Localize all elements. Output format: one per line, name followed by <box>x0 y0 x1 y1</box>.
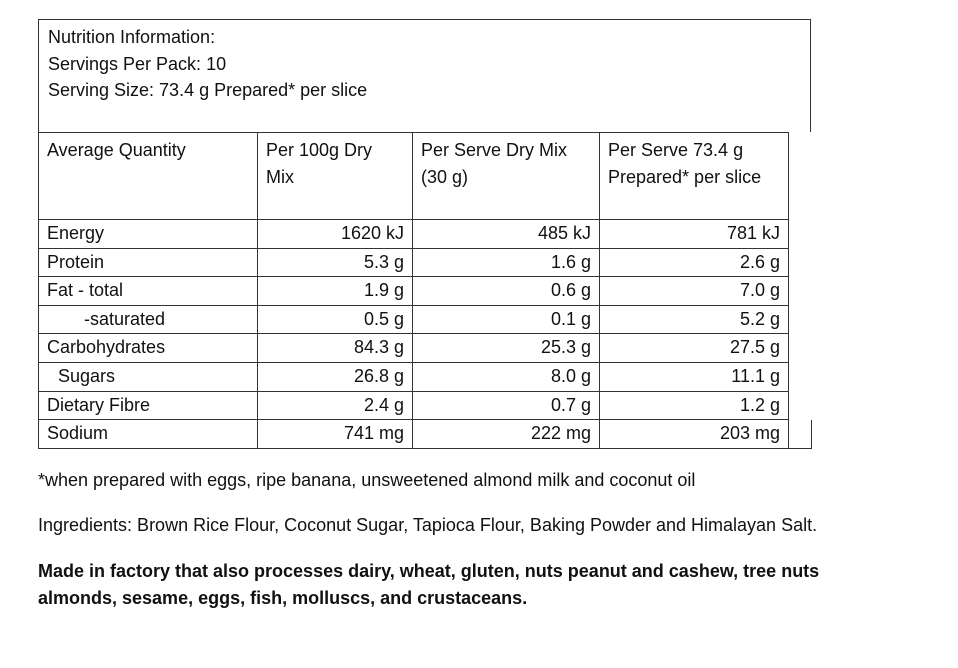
table-row: Sodium 741 mg 222 mg 203 mg <box>38 419 812 449</box>
cell-per-100g: 1.9 g <box>257 276 413 306</box>
column-header-per-100g: Per 100g Dry Mix <box>257 132 413 220</box>
nutrition-title: Nutrition Information: <box>48 27 216 47</box>
table-row: Energy 1620 kJ 485 kJ 781 kJ <box>38 219 812 249</box>
row-label: Dietary Fibre <box>38 390 258 421</box>
cell-per-serve-prepared: 203 mg <box>599 419 789 449</box>
cell-per-serve-prepared: 7.0 g <box>599 276 789 306</box>
blank-cell <box>788 419 812 449</box>
blank-cell <box>788 132 812 220</box>
cell-per-100g: 1620 kJ <box>257 219 413 249</box>
cell-per-serve-prepared: 27.5 g <box>599 333 789 363</box>
table-row: Fat - total 1.9 g 0.6 g 7.0 g <box>38 276 812 306</box>
nutrition-table: Average Quantity Per 100g Dry Mix Per Se… <box>38 132 812 449</box>
cell-per-100g: 0.5 g <box>257 304 413 335</box>
cell-per-serve-dry: 485 kJ <box>412 219 600 249</box>
row-label: Fat - total <box>38 276 258 306</box>
column-header-per-serve-dry: Per Serve Dry Mix (30 g) <box>412 132 600 220</box>
cell-per-serve-dry: 222 mg <box>412 419 600 449</box>
blank-cell <box>788 248 812 277</box>
table-row: -saturated 0.5 g 0.1 g 5.2 g <box>38 304 812 335</box>
cell-per-serve-prepared: 5.2 g <box>599 304 789 335</box>
cell-per-100g: 741 mg <box>257 419 413 449</box>
blank-cell <box>788 333 812 363</box>
blank-cell <box>788 391 812 420</box>
nutrition-header: Nutrition Information: Servings Per Pack… <box>38 19 811 132</box>
column-header-per-serve-prepared: Per Serve 73.4 g Prepared* per slice <box>599 132 789 220</box>
cell-per-serve-prepared: 11.1 g <box>599 361 789 392</box>
cell-per-serve-dry: 0.1 g <box>412 304 600 335</box>
row-label: Sodium <box>38 419 258 449</box>
blank-cell <box>788 219 812 249</box>
blank-cell <box>788 305 812 334</box>
table-row: Dietary Fibre 2.4 g 0.7 g 1.2 g <box>38 390 812 421</box>
cell-per-serve-dry: 1.6 g <box>412 247 600 278</box>
ingredients-text: Ingredients: Brown Rice Flour, Coconut S… <box>38 515 818 535</box>
table-row: Sugars 26.8 g 8.0 g 11.1 g <box>38 361 812 392</box>
cell-per-serve-prepared: 1.2 g <box>599 390 789 421</box>
cell-per-100g: 2.4 g <box>257 390 413 421</box>
cell-per-100g: 26.8 g <box>257 361 413 392</box>
blank-cell <box>788 276 812 306</box>
row-label: Energy <box>38 219 258 249</box>
cell-per-serve-dry: 8.0 g <box>412 361 600 392</box>
cell-per-serve-dry: 0.6 g <box>412 276 600 306</box>
table-row: Protein 5.3 g 1.6 g 2.6 g <box>38 247 812 278</box>
cell-per-serve-prepared: 2.6 g <box>599 247 789 278</box>
cell-per-serve-dry: 0.7 g <box>412 390 600 421</box>
row-label: Sugars <box>38 361 258 392</box>
row-label: -saturated <box>38 304 258 335</box>
column-header-average-quantity: Average Quantity <box>38 132 258 220</box>
servings-per-pack: Servings Per Pack: 10 <box>48 53 227 74</box>
prepared-footnote: *when prepared with eggs, ripe banana, u… <box>38 470 696 490</box>
cell-per-serve-dry: 25.3 g <box>412 333 600 363</box>
table-header-row: Average Quantity Per 100g Dry Mix Per Se… <box>38 132 812 220</box>
allergen-statement: Made in factory that also processes dair… <box>38 561 820 608</box>
row-label: Protein <box>38 247 258 278</box>
cell-per-100g: 84.3 g <box>257 333 413 363</box>
blank-cell <box>788 362 812 392</box>
nutrition-panel: Nutrition Information: Servings Per Pack… <box>38 19 812 449</box>
cell-per-serve-prepared: 781 kJ <box>599 219 789 249</box>
serving-size: Serving Size: 73.4 g Prepared* per slice <box>48 80 368 100</box>
table-row: Carbohydrates 84.3 g 25.3 g 27.5 g <box>38 333 812 363</box>
cell-per-100g: 5.3 g <box>257 247 413 278</box>
row-label: Carbohydrates <box>38 333 258 363</box>
